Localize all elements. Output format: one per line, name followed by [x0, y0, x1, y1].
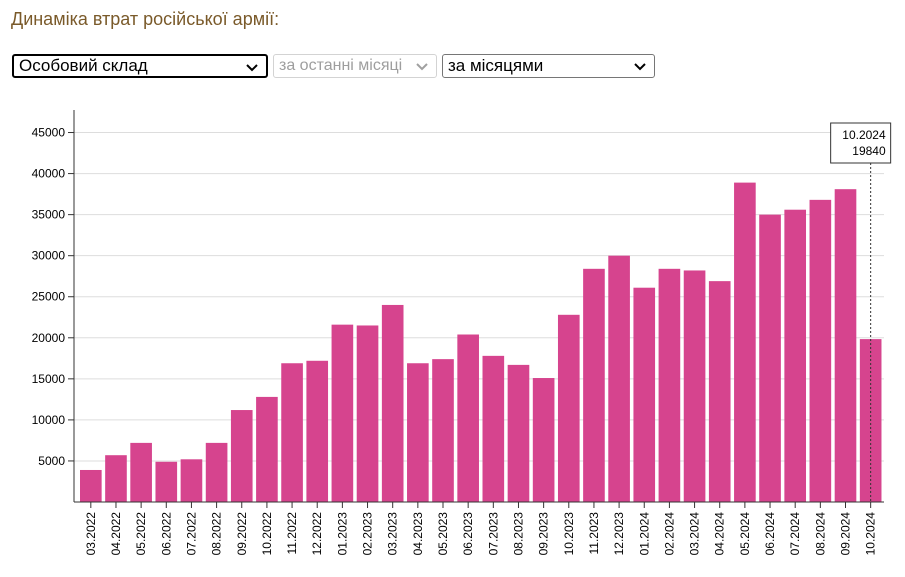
- x-tick-label: 08.2024: [813, 512, 827, 556]
- bar[interactable]: [180, 459, 203, 502]
- tooltip-box: [830, 122, 892, 164]
- x-tick-label: 05.2024: [738, 512, 752, 556]
- x-tick-label: 04.2024: [713, 512, 727, 556]
- y-tick-label: 25000: [32, 290, 66, 304]
- x-tick-label: 04.2022: [109, 512, 123, 556]
- bar[interactable]: [105, 455, 127, 502]
- tooltip-label: 10.2024: [842, 128, 886, 142]
- y-tick-label: 5000: [38, 454, 65, 468]
- bar[interactable]: [306, 360, 329, 502]
- y-tick-label: 40000: [32, 167, 66, 181]
- x-tick-label: 09.2024: [839, 512, 853, 556]
- category-select[interactable]: Особовий склад: [12, 54, 268, 78]
- bar[interactable]: [809, 199, 832, 502]
- bar[interactable]: [407, 363, 429, 502]
- x-tick-label: 11.2023: [587, 512, 601, 555]
- x-tick-label: 04.2023: [411, 512, 425, 556]
- period-select[interactable]: за останні місяці: [273, 54, 437, 78]
- x-tick-label: 01.2024: [637, 512, 651, 556]
- bar[interactable]: [281, 363, 303, 502]
- bar[interactable]: [331, 324, 354, 502]
- x-tick-label: 03.2024: [688, 512, 702, 556]
- bar[interactable]: [708, 281, 731, 502]
- x-tick-label: 06.2022: [159, 512, 173, 556]
- bar[interactable]: [507, 364, 530, 502]
- x-tick-label: 08.2022: [210, 512, 224, 556]
- bar[interactable]: [557, 314, 580, 502]
- x-tick-label: 12.2023: [612, 512, 626, 556]
- y-tick-label: 20000: [32, 331, 66, 345]
- chevron-down-icon: [416, 63, 428, 71]
- y-tick-label: 45000: [32, 126, 66, 140]
- y-tick-label: 10000: [32, 413, 66, 427]
- bar[interactable]: [256, 396, 278, 502]
- bar[interactable]: [683, 270, 706, 502]
- bar[interactable]: [230, 410, 253, 502]
- x-tick-label: 05.2023: [436, 512, 450, 556]
- x-tick-label: 06.2024: [763, 512, 777, 556]
- x-tick-label: 10.2022: [260, 512, 274, 556]
- category-select-value: Особовий склад: [19, 56, 148, 75]
- x-tick-label: 07.2024: [788, 512, 802, 556]
- bar[interactable]: [381, 304, 404, 502]
- bar[interactable]: [482, 355, 505, 502]
- bars: [80, 182, 882, 502]
- bar[interactable]: [155, 461, 178, 502]
- y-tick-label: 30000: [32, 249, 66, 263]
- bar[interactable]: [356, 325, 379, 502]
- tooltip: 10.2024 19840: [830, 122, 892, 502]
- bar[interactable]: [658, 268, 681, 502]
- x-tick-label: 10.2024: [864, 512, 878, 556]
- page-title: Динаміка втрат російської армії:: [11, 9, 280, 29]
- x-tick-label: 07.2022: [184, 512, 198, 556]
- bar[interactable]: [834, 189, 857, 502]
- bar[interactable]: [759, 214, 781, 502]
- chevron-down-icon: [634, 63, 646, 71]
- x-tick-label: 09.2022: [235, 512, 249, 556]
- bar[interactable]: [784, 209, 807, 502]
- x-tick-label: 08.2023: [511, 512, 525, 556]
- x-tick-label: 12.2022: [310, 512, 324, 556]
- x-tick-label: 03.2022: [84, 512, 98, 556]
- x-axis-ticks: 03.2022 04.2022 05.2022 06.2022 07.2022 08.20…: [84, 502, 878, 555]
- x-tick-label: 02.2023: [361, 512, 375, 556]
- y-axis-ticks: 5000 10000 15000 20000 25000 30000 35000 40000 4…: [32, 126, 74, 468]
- bar[interactable]: [608, 255, 630, 502]
- y-tick-label: 15000: [32, 372, 66, 386]
- bar[interactable]: [583, 268, 605, 502]
- bar[interactable]: [130, 442, 152, 502]
- x-tick-label: 11.2022: [285, 512, 299, 555]
- grouping-select-value: за місяцями: [448, 56, 544, 75]
- bar[interactable]: [734, 182, 756, 502]
- bar[interactable]: [432, 359, 454, 502]
- x-tick-label: 07.2023: [486, 512, 500, 556]
- x-tick-label: 09.2023: [537, 512, 551, 556]
- x-tick-label: 01.2023: [335, 512, 349, 556]
- bar[interactable]: [457, 334, 479, 502]
- bar[interactable]: [205, 442, 228, 502]
- grouping-select[interactable]: за місяцями: [442, 54, 655, 78]
- x-tick-label: 05.2022: [134, 512, 148, 556]
- x-tick-label: 06.2023: [461, 512, 475, 556]
- chevron-down-icon: [246, 64, 258, 72]
- y-tick-label: 35000: [32, 208, 66, 222]
- bar[interactable]: [633, 287, 656, 502]
- x-tick-label: 02.2024: [662, 512, 676, 556]
- period-select-value: за останні місяці: [279, 57, 403, 74]
- bar[interactable]: [532, 378, 555, 502]
- x-tick-label: 10.2023: [562, 512, 576, 556]
- tooltip-value: 19840: [852, 144, 886, 158]
- x-tick-label: 03.2023: [386, 512, 400, 556]
- bar[interactable]: [80, 469, 102, 502]
